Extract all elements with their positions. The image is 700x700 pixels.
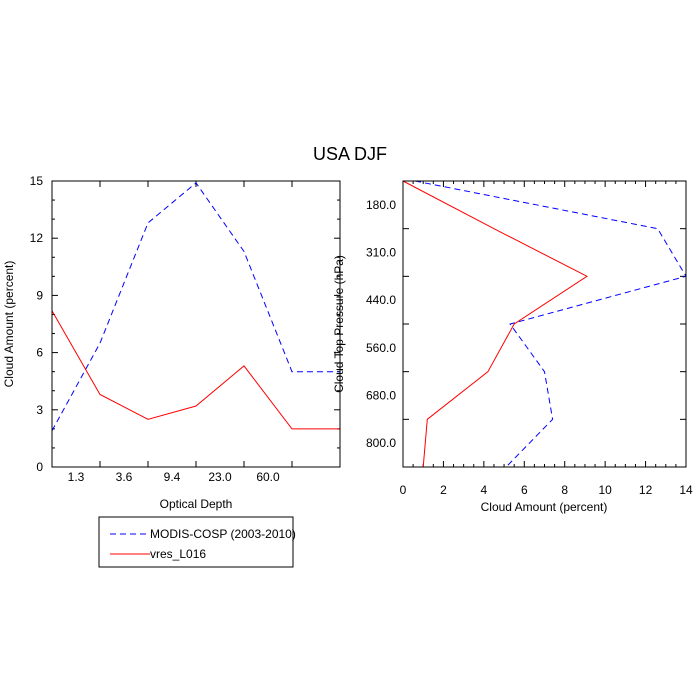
left-y-axis-label: Cloud Amount (percent): [2, 261, 16, 388]
right-x-axis-label: Cloud Amount (percent): [481, 500, 608, 514]
right-x-tick-label: 8: [561, 483, 568, 497]
right-x-tick-label: 14: [679, 483, 693, 497]
right-y-tick-label: 310.0: [366, 246, 396, 260]
left-y-tick-label: 6: [36, 346, 43, 360]
right-y-tick-label: 560.0: [366, 341, 396, 355]
left-y-tick-label: 3: [36, 403, 43, 417]
left-series-modis-line: [51, 182, 340, 432]
right-y-tick-label: 440.0: [366, 293, 396, 307]
legend-box: [98, 516, 294, 568]
right-x-tick-label: 6: [521, 483, 528, 497]
left-plot-frame: [51, 180, 341, 468]
figure-title: USA DJF: [313, 144, 387, 164]
left-series-vres-line: [51, 310, 340, 430]
legend-label-modis: MODIS-COSP (2003-2010): [150, 527, 296, 541]
right-y-tick-label: 680.0: [366, 389, 396, 403]
left-x-tick-label: 23.0: [208, 470, 232, 484]
legend-label-vres: vres_L016: [150, 547, 206, 561]
right-y-tick-label: 180.0: [366, 198, 396, 212]
right-x-tick-label: 12: [639, 483, 653, 497]
optical-depth-panel: 1.3 3.6 9.4 23.0 60.0 0 3 6 9 12 15 Optical Depth…: [2, 174, 341, 511]
right-series-vres-line: [402, 180, 588, 468]
right-x-tick-label: 10: [598, 483, 612, 497]
left-y-tick-label: 12: [30, 231, 44, 245]
left-x-tick-label: 1.3: [68, 470, 85, 484]
right-plot-frame: [402, 180, 687, 468]
right-x-tick-label: 2: [440, 483, 447, 497]
left-x-tick-label: 9.4: [164, 470, 181, 484]
right-y-axis-label: Cloud Top Pressure (hPa): [332, 255, 346, 393]
left-x-axis-label: Optical Depth: [160, 497, 233, 511]
cloud-top-pressure-panel: 0 2 4 6 8 10 12 14 180.0 310.0 440.0 560.0 680.0 800…: [332, 180, 693, 514]
right-x-tick-label: 4: [481, 483, 488, 497]
left-y-tick-label: 9: [36, 288, 43, 302]
right-y-tick-label: 800.0: [366, 436, 396, 450]
left-y-tick-label: 0: [36, 460, 43, 474]
left-x-tick-label: 3.6: [116, 470, 133, 484]
left-y-tick-label: 15: [30, 174, 44, 188]
legend: MODIS-COSP (2003-2010) vres_L016: [98, 516, 296, 568]
right-series-modis-line: [415, 180, 687, 468]
left-x-tick-label: 60.0: [256, 470, 280, 484]
right-x-tick-label: 0: [400, 483, 407, 497]
